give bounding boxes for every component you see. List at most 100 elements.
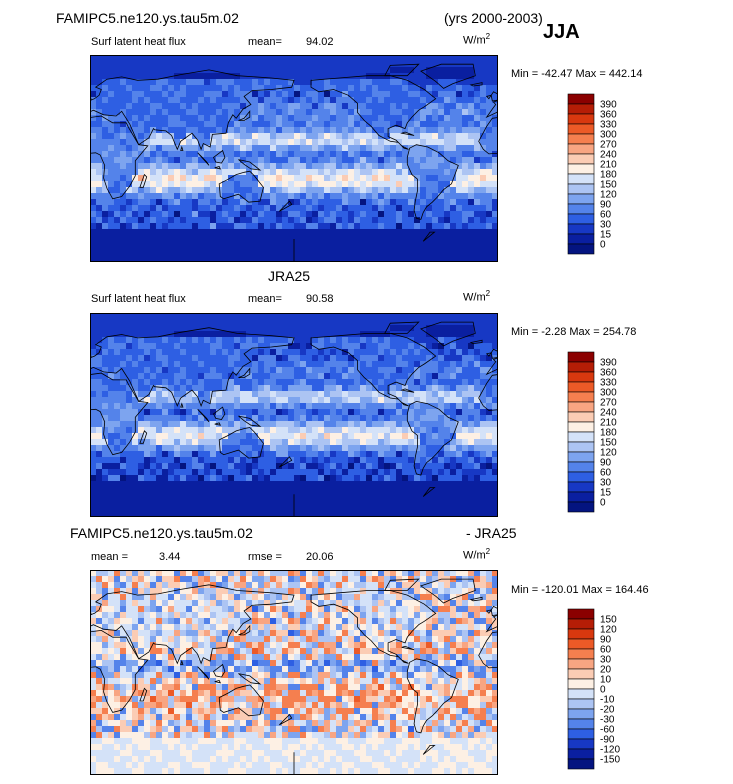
field-cell xyxy=(150,570,157,577)
field-cell xyxy=(258,331,265,338)
field-cell xyxy=(96,439,103,446)
field-cell xyxy=(228,391,235,398)
field-cell xyxy=(246,253,253,260)
colorbar-tick-label: 60 xyxy=(600,210,612,221)
field-cell xyxy=(168,313,175,320)
field-cell xyxy=(252,367,259,374)
field-cell xyxy=(276,163,283,170)
field-cell xyxy=(402,217,409,224)
field-cell xyxy=(468,439,475,446)
field-cell xyxy=(108,433,115,440)
field-cell xyxy=(174,451,181,458)
field-cell xyxy=(234,481,241,488)
field-cell xyxy=(228,151,235,158)
field-cell xyxy=(168,85,175,92)
field-cell xyxy=(276,181,283,188)
field-cell xyxy=(384,469,391,476)
field-cell xyxy=(456,85,463,92)
field-cell xyxy=(384,163,391,170)
field-cell xyxy=(420,187,427,194)
field-cell xyxy=(330,67,337,74)
field-cell xyxy=(306,511,313,517)
field-cell xyxy=(354,409,361,416)
field-cell xyxy=(198,319,205,326)
field-cell xyxy=(204,205,211,212)
field-cell xyxy=(432,103,439,110)
field-cell xyxy=(144,229,151,236)
field-cell xyxy=(258,391,265,398)
field-cell xyxy=(102,325,109,332)
field-cell xyxy=(90,103,97,110)
field-cell xyxy=(144,259,151,262)
field-cell xyxy=(354,373,361,380)
field-cell xyxy=(198,247,205,254)
field-cell xyxy=(210,576,217,583)
field-cell xyxy=(444,355,451,362)
field-cell xyxy=(390,109,397,116)
field-cell xyxy=(480,331,487,338)
field-cell xyxy=(270,241,277,248)
field-cell xyxy=(474,576,481,583)
field-cell xyxy=(288,415,295,422)
field-cell xyxy=(312,121,319,128)
field-cell xyxy=(336,469,343,476)
field-cell xyxy=(468,481,475,488)
field-cell xyxy=(306,217,313,224)
field-cell xyxy=(156,151,163,158)
field-cell xyxy=(390,499,397,506)
field-cell xyxy=(342,253,349,260)
field-cell xyxy=(108,403,115,410)
field-cell xyxy=(450,127,457,134)
field-cell xyxy=(330,145,337,152)
field-cell xyxy=(192,205,199,212)
colorbar-tick-label: 330 xyxy=(600,120,617,131)
field-cell xyxy=(438,145,445,152)
field-cell xyxy=(342,187,349,194)
field-cell xyxy=(342,259,349,262)
field-cell xyxy=(246,223,253,230)
field-cell xyxy=(264,570,271,577)
field-cell xyxy=(462,151,469,158)
field-cell xyxy=(360,145,367,152)
field-cell xyxy=(414,379,421,386)
field-cell xyxy=(288,199,295,206)
field-cell xyxy=(480,175,487,182)
field-cell xyxy=(390,139,397,146)
field-cell xyxy=(276,385,283,392)
field-cell xyxy=(120,163,127,170)
field-cell xyxy=(216,121,223,128)
colorbar-swatch xyxy=(567,193,595,205)
field-cell xyxy=(252,439,259,446)
field-cell xyxy=(318,499,325,506)
field-cell xyxy=(102,169,109,176)
field-cell xyxy=(486,145,493,152)
field-cell xyxy=(330,109,337,116)
field-cell xyxy=(90,85,97,92)
field-cell xyxy=(348,343,355,350)
field-cell xyxy=(402,451,409,458)
field-cell xyxy=(306,505,313,512)
field-cell xyxy=(270,319,277,326)
field-cell xyxy=(228,223,235,230)
field-cell xyxy=(432,61,439,68)
field-cell xyxy=(228,259,235,262)
field-cell xyxy=(186,487,193,494)
field-cell xyxy=(312,445,319,452)
field-cell xyxy=(420,85,427,92)
field-cell xyxy=(474,415,481,422)
field-cell xyxy=(432,193,439,200)
field-cell xyxy=(306,127,313,134)
field-cell xyxy=(144,193,151,200)
field-cell xyxy=(210,367,217,374)
field-cell xyxy=(174,229,181,236)
field-cell xyxy=(240,103,247,110)
field-cell xyxy=(444,463,451,470)
field-cell xyxy=(204,385,211,392)
field-cell xyxy=(102,247,109,254)
field-cell xyxy=(216,493,223,500)
field-cell xyxy=(90,253,97,260)
field-cell xyxy=(264,469,271,476)
field-cell xyxy=(234,187,241,194)
field-cell xyxy=(132,127,139,134)
field-cell xyxy=(324,79,331,86)
